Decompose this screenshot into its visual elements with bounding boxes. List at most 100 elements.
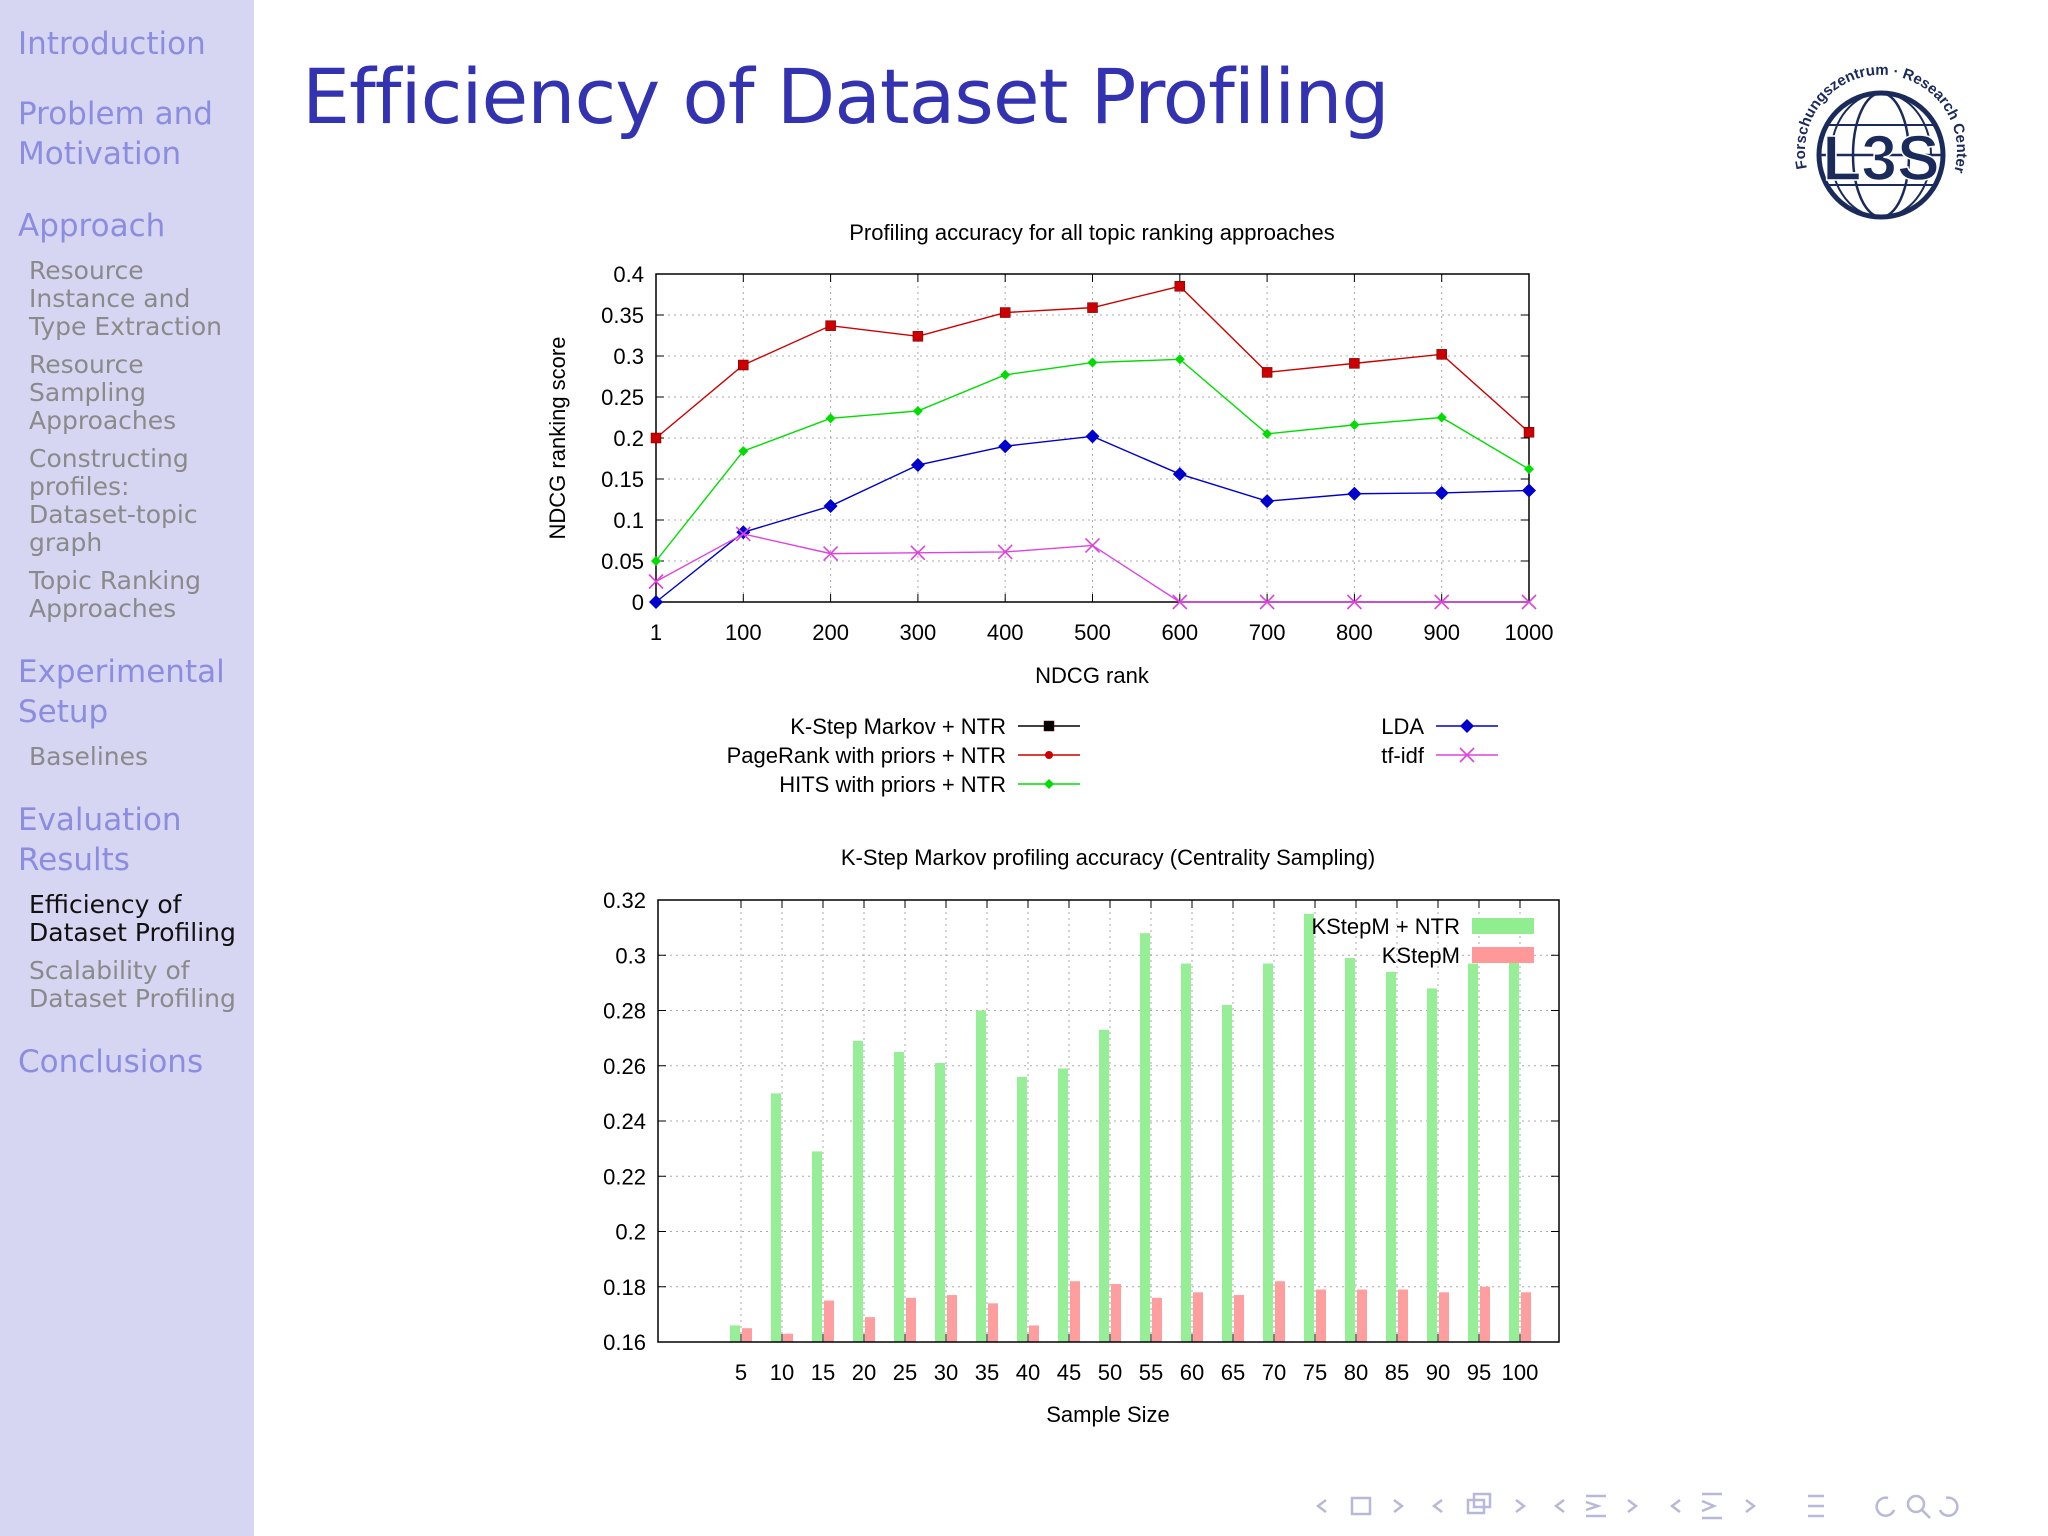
chart1-data-point	[1000, 369, 1011, 380]
nav-section-next-icon[interactable]	[1627, 1499, 1639, 1513]
chart2-bar	[976, 1010, 986, 1342]
chart1-data-point	[823, 499, 838, 514]
nav-frame-prev-icon[interactable]	[1315, 1499, 1327, 1513]
chart2-xtick-label: 70	[1262, 1360, 1286, 1385]
chart1-xtick-label: 1	[650, 620, 662, 645]
nav-section-problem-motivation[interactable]: Problem and	[18, 96, 213, 132]
chart1-ytick-label: 0.05	[601, 549, 644, 574]
chart1-data-point	[1349, 419, 1360, 430]
chart1-legend-marker	[1044, 779, 1054, 789]
chart1-legend-label: PageRank with priors + NTR	[727, 743, 1006, 768]
chart1-data-point	[1524, 464, 1534, 475]
nav-subsection-constructing-profiles-line2[interactable]: profiles:	[29, 472, 130, 501]
nav-subsection-constructing-profiles-line4[interactable]: graph	[29, 528, 103, 557]
chart1-legend-label: tf-idf	[1381, 743, 1425, 768]
chart2-bar	[1222, 1004, 1232, 1342]
nav-subsection-efficiency[interactable]: Efficiency of	[29, 890, 182, 919]
chart1-data-point	[650, 432, 662, 444]
nav-subsection-prev-icon[interactable]	[1431, 1499, 1443, 1513]
chart2-bar	[1275, 1281, 1285, 1342]
nav-subsection-resource-sampling-line3[interactable]: Approaches	[29, 406, 177, 435]
chart1-xtick-label: 800	[1336, 620, 1373, 645]
chart2-bar	[1070, 1281, 1080, 1342]
chart2-xtick-label: 100	[1502, 1360, 1539, 1385]
chart1-ytick-label: 0	[632, 590, 644, 615]
nav-doc-icon[interactable]	[1701, 1492, 1722, 1520]
chart2-xtick-label: 45	[1057, 1360, 1081, 1385]
chart2-bar	[824, 1300, 834, 1342]
chart2-bar	[1099, 1029, 1109, 1342]
nav-subsection-constructing-profiles[interactable]: Constructing	[29, 444, 189, 473]
chart2-bar	[894, 1051, 904, 1342]
chart1-data-point	[1347, 486, 1362, 501]
chart1-data-point	[1260, 494, 1275, 509]
chart1-data-point	[1521, 594, 1537, 610]
chart2-xtick-label: 30	[934, 1360, 958, 1385]
chart2-ytick-label: 0.18	[603, 1275, 646, 1300]
chart2-ticks: 0.16 0.18 0.2 0.22 0.24 0.26 0.28 0.3 0.32 5 10 15 2…	[603, 888, 1559, 1385]
nav-section-problem-motivation-line2[interactable]: Motivation	[18, 136, 182, 172]
chart1-legend-marker	[1459, 747, 1475, 763]
slide-title: Efficiency of Dataset Profiling	[302, 52, 1390, 141]
chart2-bar	[1181, 963, 1191, 1342]
chart2-bar	[865, 1317, 875, 1342]
nav-section-evaluation-results-line2[interactable]: Results	[18, 842, 130, 878]
nav-subsection-icon[interactable]	[1466, 1492, 1492, 1515]
nav-doc-next-icon[interactable]	[1745, 1499, 1757, 1513]
nav-section-approach[interactable]: Approach	[18, 208, 166, 244]
nav-subsection-resource-extraction[interactable]: Resource	[29, 256, 144, 285]
nav-frame-icon[interactable]	[1350, 1496, 1372, 1516]
chart2-ytick-label: 0.32	[603, 888, 646, 913]
chart1-data-point	[910, 458, 925, 473]
nav-section-experimental-setup-line2[interactable]: Setup	[18, 694, 109, 730]
chart1-data-point	[1259, 594, 1275, 610]
nav-subsection-baselines[interactable]: Baselines	[29, 742, 149, 771]
nav-doc-prev-icon[interactable]	[1669, 1499, 1681, 1513]
nav-forward-icon[interactable]	[1938, 1496, 1959, 1517]
chart1-data-point	[1262, 428, 1273, 439]
chart1-data-point	[1084, 537, 1101, 553]
nav-subsection-resource-sampling-line2[interactable]: Sampling	[29, 378, 147, 407]
nav-frame-next-icon[interactable]	[1393, 1499, 1405, 1513]
nav-section-evaluation-results[interactable]: Evaluation	[18, 802, 182, 838]
nav-back-icon[interactable]	[1875, 1496, 1896, 1517]
nav-subsection-resource-sampling[interactable]: Resource	[29, 350, 144, 379]
chart1-data-point	[1346, 594, 1362, 610]
chart2-xtick-label: 5	[735, 1360, 747, 1385]
nav-section-prev-icon[interactable]	[1553, 1499, 1565, 1513]
chart2-xtick-label: 90	[1426, 1360, 1450, 1385]
chart1-ytick-label: 0.3	[613, 344, 644, 369]
nav-subsection-constructing-profiles-line3[interactable]: Dataset-topic	[29, 500, 198, 529]
chart1-data-point	[648, 573, 664, 590]
chart2-ytick-label: 0.16	[603, 1330, 646, 1355]
nav-subsection-scalability-line2[interactable]: Dataset Profiling	[29, 984, 236, 1013]
nav-subsection-resource-extraction-line3[interactable]: Type Extraction	[29, 312, 222, 341]
chart1-ylabel: NDCG ranking score	[545, 337, 570, 540]
chart2-title: K-Step Markov profiling accuracy (Centra…	[841, 845, 1375, 870]
chart1-xtick-label: 300	[900, 620, 937, 645]
nav-subsection-efficiency-line2[interactable]: Dataset Profiling	[29, 918, 236, 947]
nav-section-conclusions[interactable]: Conclusions	[18, 1044, 204, 1080]
nav-subsection-resource-extraction-line2[interactable]: Instance and	[29, 284, 191, 313]
nav-subsection-next-icon[interactable]	[1515, 1499, 1527, 1513]
chart1-data-point	[738, 446, 749, 457]
chart1-legend-label: LDA	[1381, 714, 1424, 739]
chart2-bar	[1439, 1292, 1449, 1342]
nav-subsection-topic-ranking[interactable]: Topic Ranking	[29, 566, 201, 595]
chart1-series	[648, 281, 1537, 610]
chart1-data-point	[735, 526, 751, 542]
chart2-bar	[1521, 1292, 1531, 1342]
nav-toc-icon[interactable]	[1808, 1494, 1824, 1518]
chart1-data-point	[1087, 302, 1098, 313]
chart1-data-point	[997, 544, 1013, 560]
nav-section-experimental-setup[interactable]: Experimental	[18, 654, 225, 690]
nav-search-icon[interactable]	[1906, 1494, 1931, 1519]
chart2-bar	[947, 1295, 957, 1342]
nav-subsection-topic-ranking-line2[interactable]: Approaches	[29, 594, 177, 623]
nav-section-introduction[interactable]: Introduction	[18, 26, 206, 62]
nav-subsection-scalability[interactable]: Scalability of	[29, 956, 190, 985]
chart2-ytick-label: 0.26	[603, 1054, 646, 1079]
chart1-data-point	[1349, 358, 1360, 369]
sidebar: Introduction Problem and Motivation Appr…	[0, 0, 254, 1536]
nav-section-icon[interactable]	[1585, 1494, 1606, 1518]
